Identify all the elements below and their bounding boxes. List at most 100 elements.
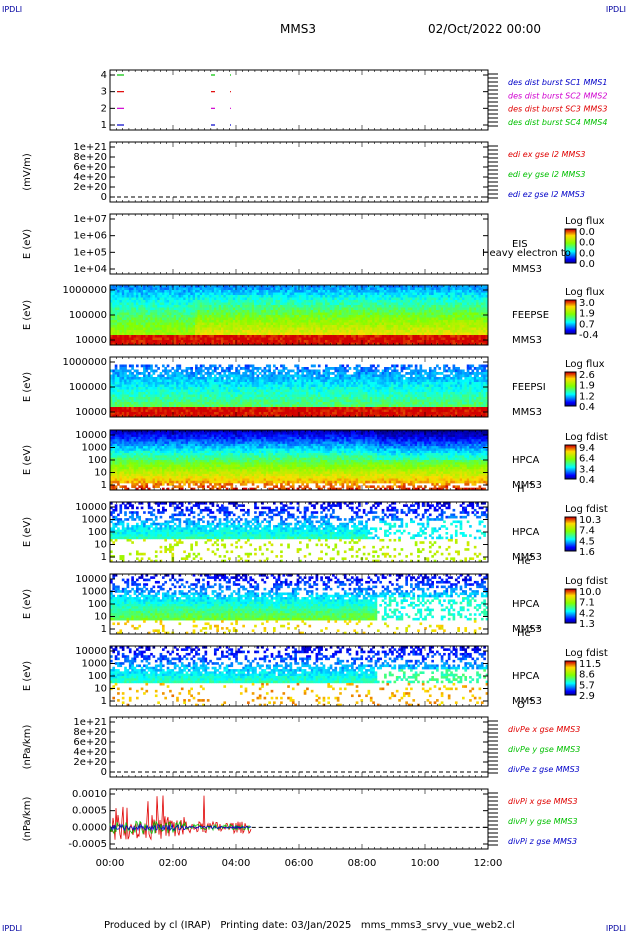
spectrogram-cell <box>348 325 352 328</box>
spectrogram-cell <box>381 295 385 298</box>
spectrogram-cell <box>426 297 430 301</box>
spectrogram-cell <box>466 300 470 303</box>
spectrogram-cell <box>384 340 387 343</box>
spectrogram-cell <box>154 404 158 408</box>
spectrogram-cell <box>346 342 349 346</box>
spectrogram-cell <box>228 317 231 321</box>
spectrogram-cell <box>133 337 137 341</box>
spectrogram-cell <box>204 320 208 323</box>
spectrogram-cell <box>384 320 387 323</box>
spectrogram-cell <box>119 399 123 403</box>
spectrogram-cell <box>117 317 120 321</box>
spectrogram-cell <box>147 285 151 288</box>
spectrogram-cell <box>341 310 345 313</box>
spectrogram-cell <box>247 307 250 311</box>
spectrogram-cell <box>223 322 227 326</box>
spectrogram-cell <box>249 310 253 313</box>
spectrogram-cell <box>291 297 295 301</box>
spectrogram-cell <box>440 285 444 288</box>
spectrogram-cell <box>232 302 236 306</box>
spectrogram-cell <box>483 315 486 318</box>
spectrogram-cell <box>334 295 338 298</box>
spectrogram-cell <box>303 337 307 341</box>
spectrogram-cell <box>211 302 215 306</box>
spectrogram-cell <box>296 335 300 338</box>
spectrogram-cell <box>332 330 335 333</box>
spectrogram-cell <box>452 305 456 308</box>
spectrogram-cell <box>471 285 475 288</box>
spectrogram-cell <box>209 315 212 318</box>
spectrogram-cell <box>327 312 331 316</box>
spectrogram-cell <box>334 330 338 333</box>
spectrogram-cell <box>428 332 432 336</box>
spectrogram-cell <box>199 292 203 296</box>
spectrogram-cell <box>301 285 305 288</box>
spectrogram-cell <box>454 305 458 308</box>
spectrogram-cell <box>469 285 472 288</box>
spectrogram-cell <box>209 300 212 303</box>
spectrogram-cell <box>376 290 380 293</box>
spectrogram-cell <box>322 327 326 331</box>
spectrogram-cell <box>381 342 385 346</box>
spectrogram-cell <box>244 325 248 328</box>
spectrogram-cell <box>128 404 132 408</box>
spectrogram-cell <box>440 327 444 331</box>
spectrogram-cell <box>249 320 253 323</box>
y-tick-label: 1e+05 <box>73 247 107 258</box>
spectrogram-cell <box>247 315 250 318</box>
spectrogram-cell <box>157 367 160 370</box>
spectrogram-cell <box>242 287 245 291</box>
spectrogram-cell <box>480 285 484 288</box>
spectrogram-cell <box>195 320 198 323</box>
spectrogram-cell <box>445 305 449 308</box>
spectrogram-cell <box>350 327 354 331</box>
spectrogram-cell <box>362 332 366 336</box>
spectrogram-cell <box>348 337 352 341</box>
spectrogram-cell <box>400 285 404 288</box>
spectrogram-cell <box>173 337 177 341</box>
spectrogram-cell <box>143 322 146 326</box>
spectrogram-cell <box>386 342 390 346</box>
spectrogram-cell <box>164 335 167 338</box>
spectrogram-cell <box>268 290 271 293</box>
spectrogram-cell <box>258 327 262 331</box>
spectrogram-cell <box>218 342 222 346</box>
spectrogram-cell <box>355 330 359 333</box>
spectrogram-cell <box>362 320 366 323</box>
spectrogram-cell <box>367 305 371 308</box>
spectrogram-cell <box>128 290 132 293</box>
spectrogram-cell <box>303 307 307 311</box>
spectrogram-cell <box>426 315 430 318</box>
spectrogram-cell <box>154 297 158 301</box>
spectrogram-cell <box>329 340 333 343</box>
spectrogram-cell <box>280 285 283 288</box>
spectrogram-cell <box>457 312 460 316</box>
colorbar-slice <box>565 231 576 233</box>
colorbar-slice <box>565 317 576 319</box>
spectrogram-cell <box>469 342 472 346</box>
spectrogram-cell <box>324 310 328 313</box>
spectrogram-cell <box>433 302 437 306</box>
spectrogram-cell <box>114 369 118 373</box>
spectrogram-cell <box>485 300 489 303</box>
spectrogram-cell <box>206 290 210 293</box>
spectrogram-cell <box>228 297 231 301</box>
spectrogram-cell <box>398 327 401 331</box>
spectrogram-cell <box>417 307 420 311</box>
spectrogram-cell <box>157 384 160 388</box>
spectrogram-cell <box>138 330 142 333</box>
spectrogram-cell <box>263 337 267 341</box>
spectrogram-cell <box>187 335 191 338</box>
spectrogram-cell <box>291 332 295 336</box>
spectrogram-cell <box>289 300 293 303</box>
spectrogram-cell <box>247 340 250 343</box>
panel-frame-1 <box>109 141 489 203</box>
spectrogram-cell <box>275 312 279 316</box>
spectrogram-cell <box>225 320 229 323</box>
spectrogram-cell <box>152 404 156 408</box>
spectrogram-cell <box>296 290 300 293</box>
spectrogram-cell <box>424 317 427 321</box>
spectrogram-cell <box>386 327 390 331</box>
spectrogram-cell <box>159 335 163 338</box>
spectrogram-cell <box>119 315 123 318</box>
